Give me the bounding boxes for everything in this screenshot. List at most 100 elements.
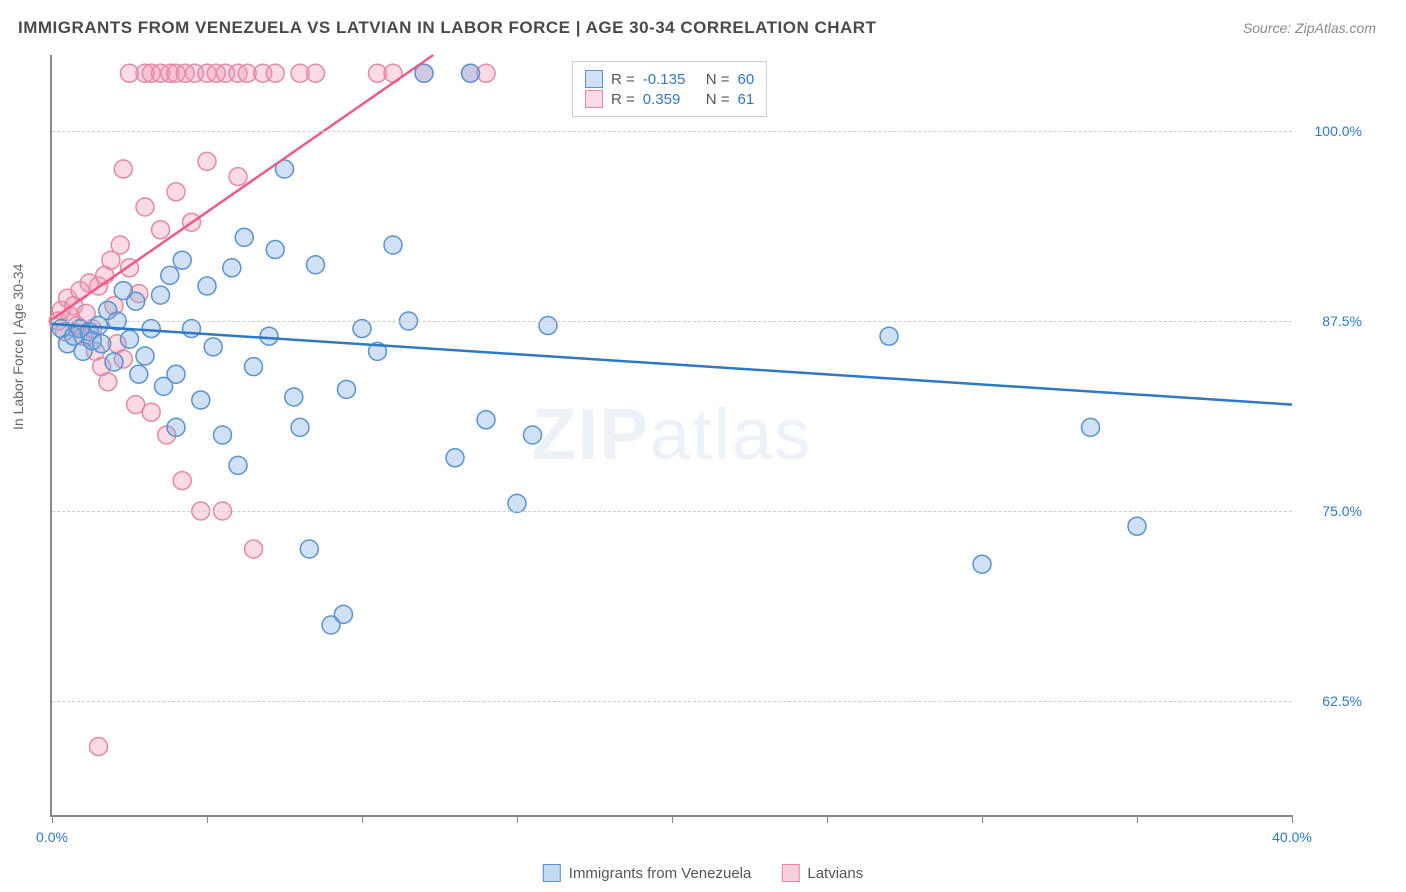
gridline: [52, 321, 1292, 322]
legend-swatch: [585, 70, 603, 88]
data-point: [229, 456, 247, 474]
data-point: [198, 277, 216, 295]
data-point: [539, 317, 557, 335]
data-point: [384, 236, 402, 254]
x-tick-label: 0.0%: [36, 829, 68, 845]
gridline: [52, 511, 1292, 512]
data-point: [307, 64, 325, 82]
data-point: [446, 449, 464, 467]
x-tick: [207, 815, 208, 823]
chart-title: IMMIGRANTS FROM VENEZUELA VS LATVIAN IN …: [18, 18, 876, 38]
data-point: [173, 472, 191, 490]
x-tick-label: 40.0%: [1272, 829, 1312, 845]
data-point: [167, 365, 185, 383]
legend-n-value: 60: [738, 71, 755, 88]
data-point: [266, 64, 284, 82]
data-point: [152, 286, 170, 304]
data-point: [105, 353, 123, 371]
x-tick: [362, 815, 363, 823]
data-point: [130, 365, 148, 383]
legend-row: R = 0.359 N = 61: [585, 90, 754, 108]
data-point: [142, 320, 160, 338]
data-point: [477, 411, 495, 429]
plot-area: ZIPatlas R = -0.135N = 60R = 0.359N = 61…: [50, 55, 1292, 817]
data-point: [508, 494, 526, 512]
data-point: [1128, 517, 1146, 535]
data-point: [214, 426, 232, 444]
x-tick: [1292, 815, 1293, 823]
y-tick-label: 62.5%: [1302, 693, 1362, 709]
x-tick: [52, 815, 53, 823]
trend-line: [52, 55, 433, 319]
x-tick: [517, 815, 518, 823]
data-point: [161, 266, 179, 284]
data-point: [334, 605, 352, 623]
data-point: [266, 241, 284, 259]
legend-label: Immigrants from Venezuela: [569, 865, 752, 882]
data-point: [111, 236, 129, 254]
data-point: [880, 327, 898, 345]
data-point: [127, 292, 145, 310]
legend-stat: R =: [611, 71, 635, 88]
data-point: [192, 391, 210, 409]
legend-item: Immigrants from Venezuela: [543, 864, 752, 882]
legend-swatch: [543, 864, 561, 882]
data-point: [99, 373, 117, 391]
legend-swatch: [781, 864, 799, 882]
legend-stat: N =: [706, 91, 730, 108]
data-point: [167, 418, 185, 436]
data-point: [142, 403, 160, 421]
y-tick-label: 87.5%: [1302, 313, 1362, 329]
data-point: [524, 426, 542, 444]
x-tick: [672, 815, 673, 823]
data-point: [338, 380, 356, 398]
data-point: [307, 256, 325, 274]
legend-r-value: -0.135: [643, 71, 698, 88]
data-point: [285, 388, 303, 406]
legend-item: Latvians: [781, 864, 863, 882]
legend-r-value: 0.359: [643, 91, 698, 108]
data-point: [152, 221, 170, 239]
x-tick: [982, 815, 983, 823]
y-tick-label: 100.0%: [1302, 123, 1362, 139]
data-point: [90, 738, 108, 756]
gridline: [52, 701, 1292, 702]
data-point: [198, 152, 216, 170]
legend-n-value: 61: [738, 91, 755, 108]
data-point: [1082, 418, 1100, 436]
legend-swatch: [585, 90, 603, 108]
legend-row: R = -0.135 N = 60: [585, 70, 754, 88]
data-point: [204, 338, 222, 356]
y-axis-label: In Labor Force | Age 30-34: [10, 264, 26, 430]
data-point: [260, 327, 278, 345]
data-point: [229, 168, 247, 186]
trend-line: [52, 324, 1292, 405]
series-legend: Immigrants from Venezuela Latvians: [543, 864, 863, 882]
y-tick-label: 75.0%: [1302, 503, 1362, 519]
data-point: [462, 64, 480, 82]
gridline: [52, 131, 1292, 132]
legend-stat: N =: [706, 71, 730, 88]
data-point: [353, 320, 371, 338]
legend-label: Latvians: [807, 865, 863, 882]
data-point: [223, 259, 241, 277]
data-point: [167, 183, 185, 201]
data-point: [245, 540, 263, 558]
data-point: [114, 160, 132, 178]
x-tick: [1137, 815, 1138, 823]
data-point: [245, 358, 263, 376]
data-point: [93, 335, 111, 353]
legend-stat: R =: [611, 91, 635, 108]
data-point: [121, 330, 139, 348]
data-point: [173, 251, 191, 269]
source-attribution: Source: ZipAtlas.com: [1243, 20, 1376, 36]
data-point: [973, 555, 991, 573]
data-point: [300, 540, 318, 558]
x-tick: [827, 815, 828, 823]
data-point: [136, 198, 154, 216]
data-point: [291, 418, 309, 436]
data-point: [183, 320, 201, 338]
data-point: [235, 228, 253, 246]
correlation-legend: R = -0.135 N = 60 R = 0.359 N = 61: [572, 61, 767, 117]
data-point: [136, 347, 154, 365]
